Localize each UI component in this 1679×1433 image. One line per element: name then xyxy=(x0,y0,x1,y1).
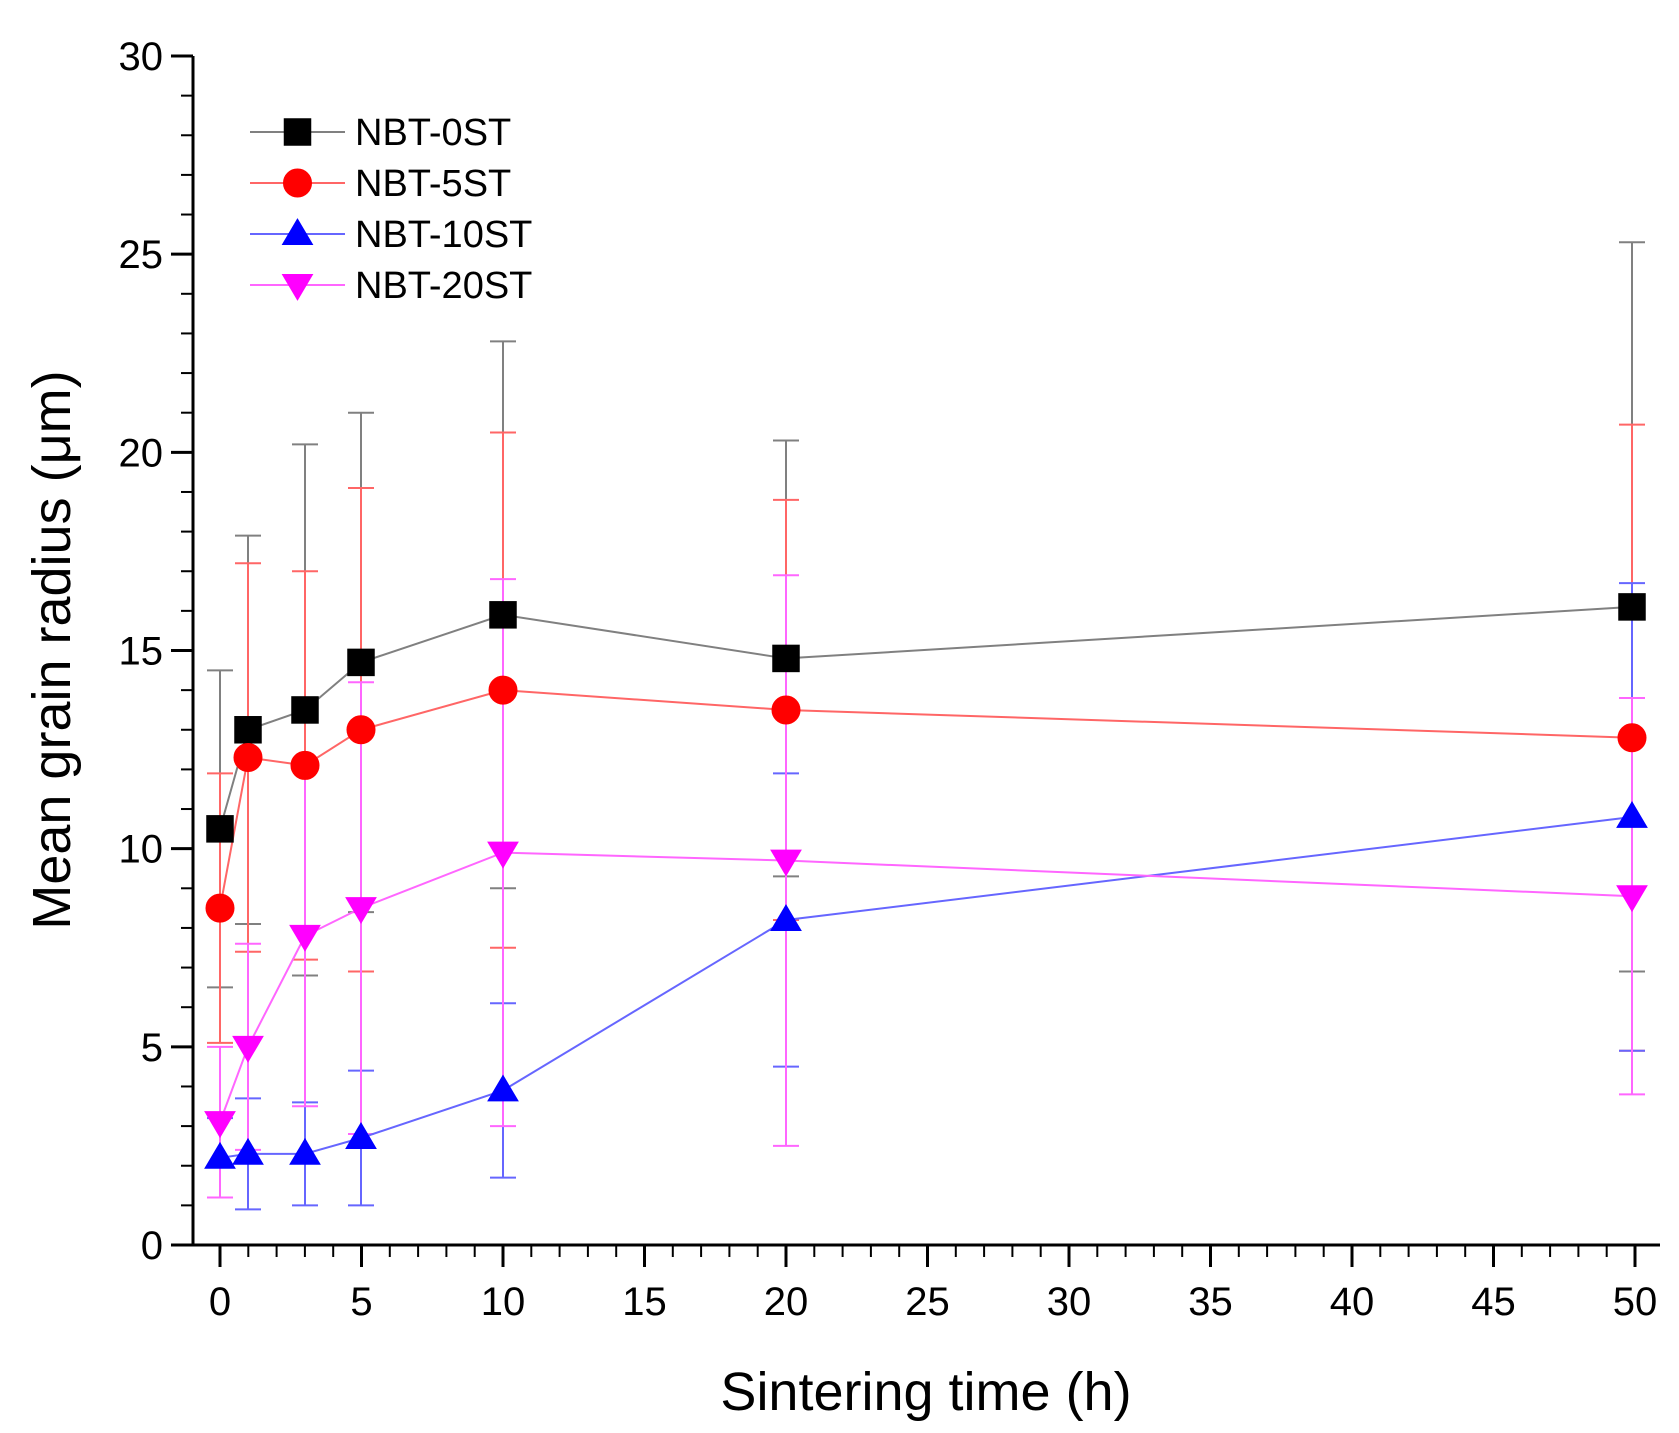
data-point-nbt-5st xyxy=(205,893,235,923)
x-tick-label: 30 xyxy=(1047,1280,1092,1324)
data-point-nbt-0st xyxy=(206,815,234,843)
data-point-nbt-10st xyxy=(232,1137,264,1165)
data-point-nbt-0st xyxy=(772,644,800,673)
x-tick-label: 50 xyxy=(1613,1280,1658,1324)
legend-marker-nbt-20st xyxy=(281,274,314,301)
x-tick-label: 25 xyxy=(905,1280,950,1324)
x-tick-label: 20 xyxy=(764,1280,809,1324)
data-point-nbt-20st xyxy=(770,849,802,877)
data-point-nbt-0st xyxy=(347,648,375,677)
y-tick-label: 5 xyxy=(141,1026,163,1070)
y-tick-label: 25 xyxy=(119,233,164,277)
x-tick-label: 35 xyxy=(1188,1280,1233,1324)
legend-marker-nbt-10st xyxy=(281,218,314,245)
data-point-nbt-10st xyxy=(770,904,802,931)
data-markers xyxy=(204,593,1648,1169)
data-point-nbt-20st xyxy=(345,897,377,925)
data-point-nbt-20st xyxy=(1616,885,1648,913)
data-point-nbt-20st xyxy=(487,841,519,869)
y-tick-label: 15 xyxy=(119,630,164,674)
y-axis-title: Mean grain radius (μm) xyxy=(22,370,82,929)
axes: 0 5 10 15 20 25 30 0 5 10 15 20 25 30 35 40 45 50 xyxy=(119,35,1660,1324)
x-tick-label: 0 xyxy=(209,1280,231,1324)
data-point-nbt-5st xyxy=(488,675,518,705)
legend: NBT-0ST NBT-5ST NBT-10ST NBT-20ST xyxy=(250,112,532,307)
legend-label-nbt-10st: NBT-10ST xyxy=(355,214,532,256)
series-lines xyxy=(219,605,1633,1159)
x-tick-label: 40 xyxy=(1330,1280,1375,1324)
data-point-nbt-10st xyxy=(204,1141,236,1169)
x-tick-label: 5 xyxy=(350,1280,372,1324)
legend-label-nbt-5st: NBT-5ST xyxy=(355,163,511,205)
series-line-nbt-20st xyxy=(219,851,1633,1123)
error-bars xyxy=(207,241,1645,1211)
data-point-nbt-0st xyxy=(489,601,517,629)
legend-label-nbt-20st: NBT-20ST xyxy=(355,265,532,307)
series-line-nbt-0st xyxy=(219,605,1633,830)
y-tick-label: 20 xyxy=(119,431,164,475)
data-point-nbt-10st xyxy=(1616,801,1648,828)
data-point-nbt-5st xyxy=(1617,723,1647,753)
data-point-nbt-20st xyxy=(289,924,321,952)
data-point-nbt-10st xyxy=(289,1137,321,1165)
data-point-nbt-5st xyxy=(346,715,376,745)
data-point-nbt-5st xyxy=(771,695,801,725)
x-tick-label: 45 xyxy=(1471,1280,1516,1324)
x-tick-label: 15 xyxy=(622,1280,667,1324)
data-point-nbt-10st xyxy=(487,1074,519,1102)
data-point-nbt-0st xyxy=(234,716,262,744)
data-point-nbt-5st xyxy=(290,750,320,780)
series-line-nbt-10st xyxy=(219,815,1633,1159)
series-line-nbt-5st xyxy=(219,689,1633,909)
legend-marker-nbt-5st xyxy=(283,168,312,198)
x-tick-label: 10 xyxy=(481,1280,526,1324)
data-point-nbt-0st xyxy=(291,696,319,724)
y-tick-label: 10 xyxy=(119,828,164,872)
y-tick-label: 30 xyxy=(119,35,164,79)
data-point-nbt-10st xyxy=(345,1122,377,1149)
x-axis-title: Sintering time (h) xyxy=(720,1362,1131,1422)
data-point-nbt-5st xyxy=(233,743,263,773)
data-point-nbt-20st xyxy=(204,1111,236,1139)
legend-marker-nbt-0st xyxy=(283,118,312,146)
legend-label-nbt-0st: NBT-0ST xyxy=(355,112,511,154)
data-point-nbt-20st xyxy=(232,1035,264,1063)
y-tick-label: 0 xyxy=(141,1224,163,1268)
data-point-nbt-0st xyxy=(1618,593,1646,621)
